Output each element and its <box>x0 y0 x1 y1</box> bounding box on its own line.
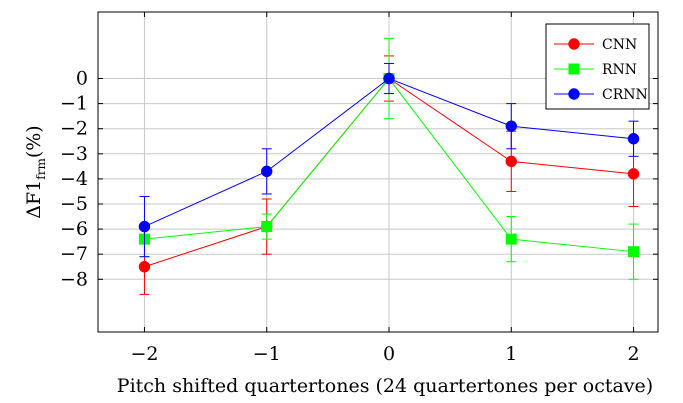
x-tick-label: −1 <box>253 343 281 365</box>
y-tick-label: −4 <box>60 168 88 190</box>
axis-ticks: −2 −1 0 1 2 0 −1 −2 −3 −4 −5 −6 −7 −8 <box>60 12 658 365</box>
legend-box <box>545 23 650 110</box>
y-axis-label-main: ΔF1 <box>23 180 45 219</box>
series <box>138 37 640 295</box>
y-tick-label: −8 <box>60 268 88 290</box>
y-tick-label: −3 <box>60 143 88 165</box>
x-tick-label: 0 <box>383 343 395 365</box>
y-axis-label-subscript: frm <box>34 158 48 180</box>
y-tick-label: 0 <box>76 68 88 90</box>
x-tick-label: −2 <box>130 343 158 365</box>
data-point-crnn <box>261 165 273 178</box>
y-tick-label: −1 <box>60 93 88 115</box>
x-axis-label: Pitch shifted quartertones (24 quarterto… <box>117 375 653 397</box>
legend-marker-crnn <box>568 88 580 100</box>
y-tick-label: −2 <box>60 118 88 140</box>
data-point-crnn <box>505 120 517 132</box>
legend: CNN RNN CRNN <box>545 23 650 110</box>
data-point-crnn <box>383 72 395 85</box>
y-tick-label: −5 <box>60 193 88 215</box>
y-tick-label: −6 <box>60 218 88 240</box>
y-axis-label: ΔF1frm(%) <box>23 125 48 218</box>
y-axis-label-suffix: (%) <box>23 125 45 158</box>
data-point-crnn <box>138 220 151 233</box>
legend-label-rnn: RNN <box>602 62 637 78</box>
legend-label-cnn: CNN <box>602 37 637 53</box>
x-tick-label: 2 <box>627 343 639 365</box>
data-point-rnn <box>628 246 640 258</box>
x-tick-label: 1 <box>505 343 517 365</box>
legend-marker-rnn <box>568 63 580 75</box>
legend-label-crnn: CRNN <box>602 87 648 103</box>
data-point-rnn <box>261 221 273 233</box>
y-tick-label: −7 <box>60 243 88 265</box>
grid <box>98 12 658 332</box>
data-point-crnn <box>627 133 640 145</box>
legend-entry-cnn: CNN <box>554 37 637 53</box>
plot-frame <box>97 11 659 333</box>
legend-entry-crnn: CRNN <box>554 87 648 103</box>
legend-marker-cnn <box>568 38 580 50</box>
data-point-cnn <box>138 261 151 273</box>
data-point-rnn <box>505 233 517 245</box>
data-point-cnn <box>505 155 517 168</box>
data-point-cnn <box>627 168 640 180</box>
series-crnn <box>138 62 640 258</box>
legend-entry-rnn: RNN <box>554 62 637 78</box>
